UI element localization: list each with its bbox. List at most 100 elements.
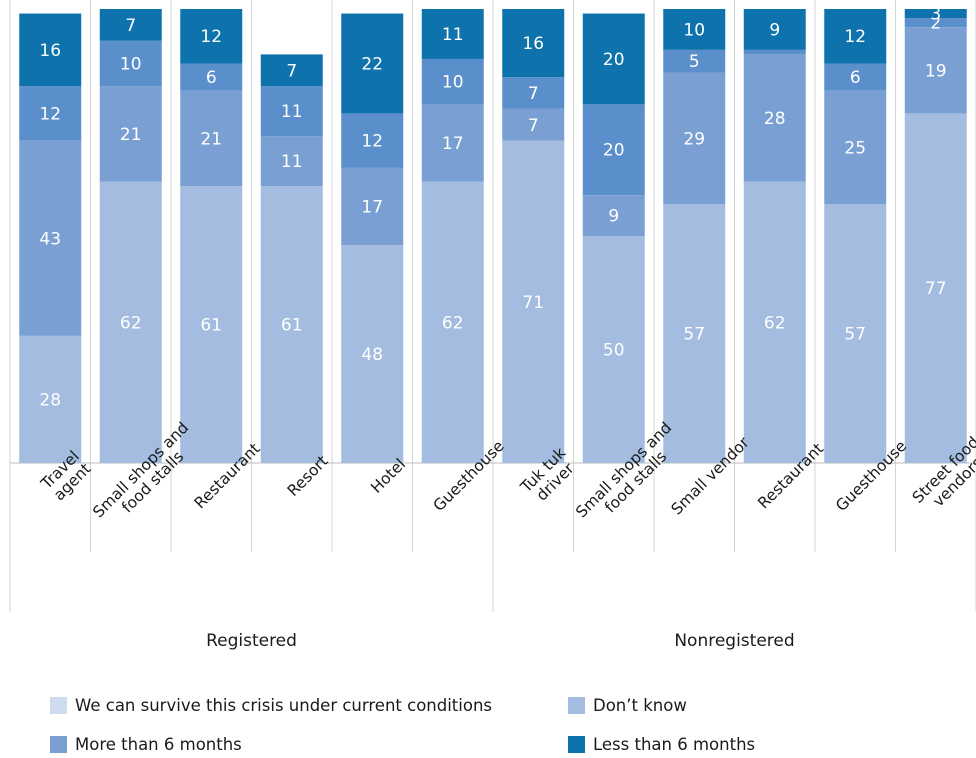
bar-segment: [180, 63, 243, 91]
bar-segment: [904, 18, 967, 28]
data-label: 22: [361, 54, 383, 74]
bar-segment: [582, 13, 645, 105]
data-label: 43: [39, 229, 61, 249]
bar-segment: [824, 9, 887, 64]
legend-item: Less than 6 months: [568, 735, 755, 754]
data-label: 20: [603, 141, 625, 161]
data-label: 61: [200, 316, 222, 336]
bar-segment: [824, 90, 887, 205]
bar-stack: 61 21 6 12: [180, 9, 243, 463]
bar-segment: [502, 9, 565, 78]
data-label: 57: [844, 325, 866, 345]
bar-segment: [502, 77, 565, 109]
bar-stack: 61 11 11 7: [260, 54, 323, 463]
data-label: 7: [286, 61, 297, 81]
bar-segment: [663, 72, 726, 205]
bar-segment: [824, 63, 887, 91]
data-label: 20: [603, 50, 625, 70]
data-label: 62: [120, 313, 142, 333]
data-label: 6: [850, 68, 861, 88]
data-label: 77: [925, 279, 947, 299]
bar-segment: [663, 49, 726, 73]
legend-item: Don’t know: [568, 696, 687, 715]
bar-segment: [260, 136, 323, 187]
data-label: 21: [200, 129, 222, 149]
legend-swatch: [50, 736, 67, 753]
data-label: 62: [442, 313, 464, 333]
data-label: 16: [522, 34, 544, 54]
bar-segment: [743, 49, 806, 55]
bar-segment: [99, 86, 162, 182]
bar-segment: [341, 113, 404, 168]
bar-stack: 50 9 20 20: [582, 13, 645, 463]
bar-segment: [421, 58, 484, 105]
data-label: 19: [925, 61, 947, 81]
legend-item: We can survive this crisis under current…: [50, 696, 492, 715]
data-label: 25: [844, 138, 866, 158]
bar-segment: [502, 140, 565, 463]
data-label: 12: [39, 104, 61, 124]
bar-stack: 71 7 7 16: [502, 9, 565, 463]
data-label: 6: [206, 68, 217, 88]
data-label: 12: [200, 27, 222, 47]
data-label: 11: [442, 25, 464, 45]
bar-stack: 62 21 10 7: [99, 9, 162, 463]
data-label: 17: [361, 197, 383, 217]
legend-item: More than 6 months: [50, 735, 242, 754]
data-label: 11: [281, 102, 303, 122]
bar-segment: [421, 181, 484, 463]
group-label: Registered: [206, 631, 297, 651]
data-label: 28: [39, 390, 61, 410]
data-label: 62: [764, 313, 786, 333]
bar-segment: [260, 54, 323, 87]
data-label: 5: [689, 52, 700, 72]
data-label: 10: [683, 20, 705, 40]
data-label: 10: [442, 73, 464, 93]
data-label: 48: [361, 345, 383, 365]
bar-stack: 48 17 12 22: [341, 13, 404, 463]
bar-segment: [19, 13, 82, 87]
bar-segment: [99, 9, 162, 41]
legend-label: More than 6 months: [75, 735, 242, 754]
data-label: 10: [120, 54, 142, 74]
bar-stack: 62 28 9: [743, 9, 806, 463]
legend-label: Less than 6 months: [593, 735, 756, 754]
bar-stack: 57 29 5 10: [663, 9, 726, 463]
bar-segment: [180, 9, 243, 64]
data-label: 7: [528, 116, 539, 136]
bar-segment: [502, 108, 565, 141]
data-label: 12: [844, 27, 866, 47]
legend-swatch: [568, 697, 585, 714]
bar-segment: [743, 9, 806, 50]
bar-segment: [180, 186, 243, 463]
bar-segment: [19, 86, 82, 141]
bar-stack: 77 19 23: [904, 5, 967, 464]
data-label: 16: [39, 41, 61, 61]
bar-segment: [260, 186, 323, 463]
bar-stack: 62 17 10 11: [421, 9, 484, 463]
data-label: 2: [930, 14, 941, 34]
data-label: 7: [528, 84, 539, 104]
legend-swatch: [568, 736, 585, 753]
bar-stack: 57 25 6 12: [824, 9, 887, 463]
group-label: Nonregistered: [674, 631, 794, 651]
data-label: 28: [764, 109, 786, 129]
bar-segment: [824, 204, 887, 463]
bar-segment: [663, 204, 726, 463]
bar-segment: [421, 9, 484, 59]
data-label: 21: [120, 125, 142, 145]
bar-segment: [341, 167, 404, 246]
bar-segment: [904, 27, 967, 114]
bar-segment: [99, 40, 162, 87]
bar-segment: [180, 90, 243, 187]
bar-segment: [341, 245, 404, 463]
bar-segment: [743, 54, 806, 182]
bar-segment: [19, 140, 82, 336]
data-label: 9: [769, 20, 780, 40]
data-label: 57: [683, 325, 705, 345]
bar-segment: [582, 195, 645, 236]
data-label: 11: [281, 152, 303, 172]
data-label: 71: [522, 293, 544, 313]
